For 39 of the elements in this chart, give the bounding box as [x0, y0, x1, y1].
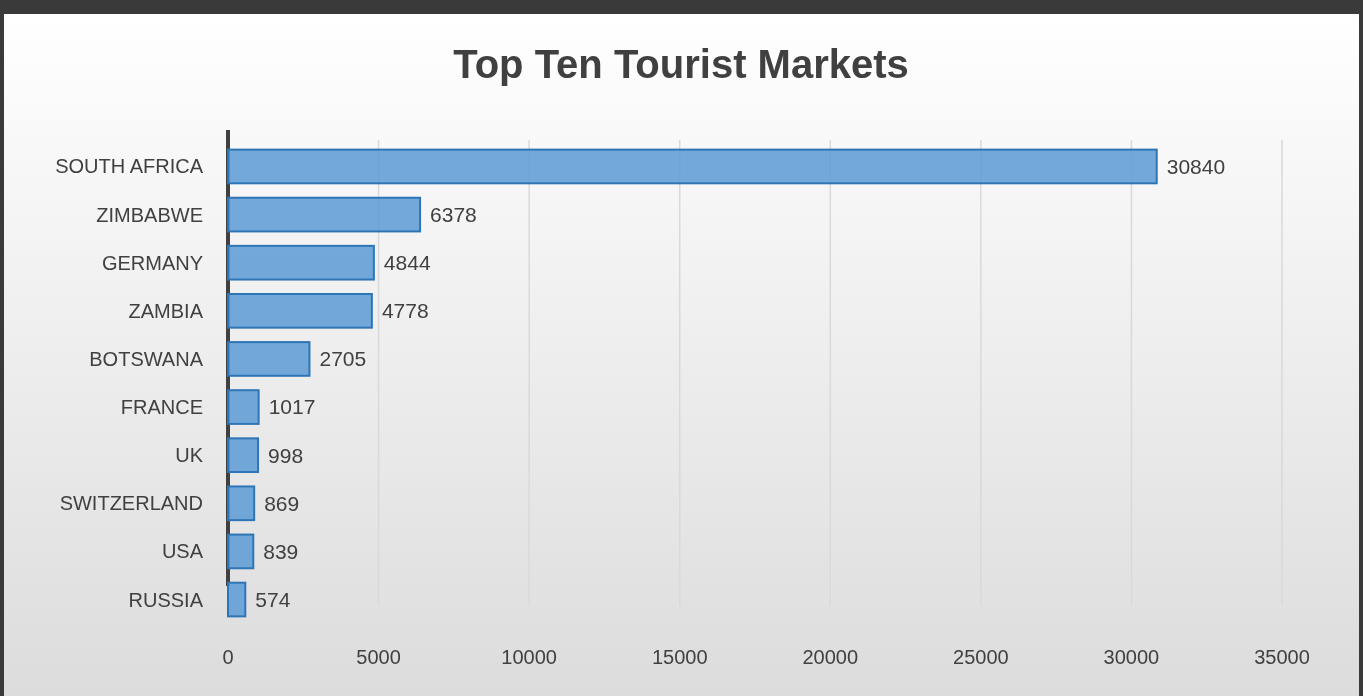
y-tick-label: FRANCE [120, 396, 203, 419]
bar [227, 389, 260, 425]
y-tick-label: RUSSIA [128, 588, 204, 611]
y-tick-label: ZIMBABWE [96, 203, 203, 226]
data-label: 4844 [383, 251, 431, 275]
data-label: 4778 [381, 299, 429, 323]
data-label: 2705 [319, 347, 367, 371]
bar [227, 292, 373, 329]
bar [227, 437, 260, 474]
x-tick-label: 20000 [802, 646, 859, 668]
x-tick-label: 15000 [651, 646, 708, 668]
data-label: 998 [268, 443, 304, 467]
data-label: 6378 [430, 202, 477, 226]
data-label: 574 [255, 587, 291, 611]
chart-title: Top Ten Tourist Markets [453, 42, 909, 86]
x-tick-label: 30000 [1103, 646, 1160, 668]
y-tick-label: UK [175, 444, 204, 467]
bar [227, 533, 255, 570]
y-tick-label: SOUTH AFRICA [55, 155, 204, 178]
x-tick-label: 10000 [501, 646, 557, 668]
data-label: 839 [263, 539, 299, 563]
bar [227, 244, 375, 281]
data-label: 1017 [268, 395, 316, 419]
x-tick-label: 5000 [356, 646, 401, 668]
y-tick-label: BOTSWANA [89, 347, 204, 370]
bar [227, 196, 422, 233]
bar [227, 148, 1158, 185]
x-tick-label: 0 [222, 646, 234, 668]
y-tick-label: GERMANY [101, 251, 203, 274]
y-tick-label: SWITZERLAND [59, 492, 203, 515]
y-tick-label: USA [161, 540, 204, 563]
bar [227, 581, 247, 618]
y-tick-label: ZAMBIA [128, 299, 204, 322]
bar [227, 485, 256, 522]
x-tick-label: 35000 [1254, 646, 1310, 668]
bar [227, 341, 311, 377]
data-label: 869 [264, 491, 300, 515]
data-label: 30840 [1166, 154, 1226, 178]
x-tick-label: 25000 [953, 646, 1009, 668]
